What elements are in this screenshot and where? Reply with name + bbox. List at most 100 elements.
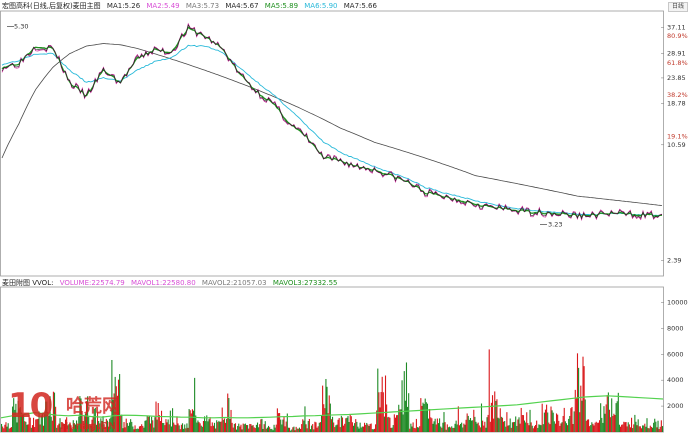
volume-bar: [162, 422, 164, 432]
volume-bar: [423, 403, 425, 432]
volume-bar: [47, 411, 49, 432]
volume-bar: [24, 421, 26, 432]
volume-bar: [380, 392, 382, 432]
mavol-line: [0, 395, 664, 419]
volume-bar: [567, 425, 569, 432]
volume-bar: [296, 428, 298, 432]
volume-bar: [314, 421, 316, 432]
volume-bar: [84, 413, 86, 432]
volume-bar: [386, 404, 388, 432]
volume-bar: [458, 425, 460, 432]
volume-bar: [456, 424, 458, 432]
volume-bar: [370, 423, 372, 432]
volume-bar: [347, 416, 349, 432]
volume-bar: [27, 424, 29, 432]
volume-bar: [590, 425, 592, 432]
volume-bar: [148, 416, 150, 432]
volume-bar: [640, 428, 643, 432]
volume-bar: [120, 414, 122, 432]
volume-bar: [629, 427, 632, 432]
volume-tick-label: 8000: [667, 324, 684, 332]
volume-bar: [348, 421, 350, 432]
volume-bar: [622, 424, 624, 432]
volume-bar: [208, 419, 210, 432]
volume-bar: [395, 415, 398, 432]
ma7-label: MA7:5.66: [343, 2, 377, 10]
volume-bar: [542, 424, 544, 432]
volume-bar: [519, 423, 521, 432]
volume-bar: [40, 415, 42, 432]
volume-bar: [354, 423, 356, 432]
volume-bar: [557, 414, 559, 432]
volume-bar: [212, 425, 214, 432]
volume-bar: [655, 421, 657, 432]
volume-bar: [397, 415, 399, 432]
volume-bar: [2, 426, 4, 432]
volume-bar: [194, 377, 196, 432]
watermark-url: Hunag.CN: [60, 421, 117, 432]
volume-bar: [390, 427, 392, 432]
volume-bar: [480, 403, 483, 432]
volume-bar: [651, 427, 654, 432]
volume-bar: [125, 418, 127, 432]
period-toggle-button[interactable]: 日线: [668, 2, 688, 12]
volume-bar: [136, 428, 138, 432]
volume-bar: [582, 356, 584, 432]
volume-bar: [391, 427, 393, 432]
volume-bar: [631, 417, 633, 432]
volume-bar: [562, 415, 564, 432]
volume-bar: [410, 423, 412, 432]
volume-bar: [521, 414, 523, 432]
volume-bar: [644, 423, 646, 432]
volume-bar: [66, 417, 68, 432]
volume-bar: [1, 423, 3, 432]
volume-bar: [432, 423, 434, 432]
volume-bar: [72, 420, 74, 432]
volume-bar: [258, 427, 260, 432]
volume-bar: [180, 424, 182, 432]
volume-bar: [578, 367, 580, 432]
main-chart-title: 宏图高科(日线,后复权)麦田主图: [2, 2, 101, 10]
volume-bar: [538, 424, 540, 432]
volume-bar: [595, 421, 597, 432]
volume-bar: [304, 406, 306, 432]
volume-bar: [518, 417, 520, 432]
volume-bar: [467, 415, 469, 432]
volume-bar: [447, 427, 449, 432]
volume-bar: [478, 425, 480, 432]
volume-bar: [50, 416, 52, 432]
volume-bar: [106, 420, 109, 432]
volume-bar: [232, 427, 234, 432]
volume-bar: [116, 395, 118, 432]
volume-bar: [503, 421, 505, 432]
volume-bar: [415, 418, 417, 432]
volume-bar: [300, 428, 302, 432]
volume-bar: [605, 404, 607, 432]
volume-bar: [19, 407, 21, 432]
volume-bar: [309, 429, 312, 432]
volume-bar: [236, 429, 238, 432]
volume-label: VOLUME:22574.79: [59, 279, 125, 287]
volume-bar: [634, 414, 636, 432]
volume-bar: [10, 427, 13, 432]
volume-bar: [326, 386, 328, 432]
volume-bar: [393, 414, 395, 432]
volume-bar: [485, 427, 487, 432]
volume-bar: [166, 422, 168, 432]
volume-bar: [6, 426, 8, 432]
volume-bar: [142, 425, 144, 432]
volume-bar: [224, 422, 227, 432]
volume-bar: [570, 408, 572, 432]
volume-bar: [362, 426, 364, 432]
volume-bar: [199, 423, 201, 432]
volume-bar: [371, 429, 373, 432]
price-tick-label: 2.39: [667, 256, 681, 264]
volume-bar: [459, 423, 462, 432]
volume-bar: [252, 425, 254, 432]
volume-bar: [68, 424, 70, 432]
volume-bar: [448, 426, 451, 432]
volume-bar: [565, 423, 568, 432]
volume-bar: [188, 409, 190, 432]
volume-bar: [126, 423, 128, 432]
